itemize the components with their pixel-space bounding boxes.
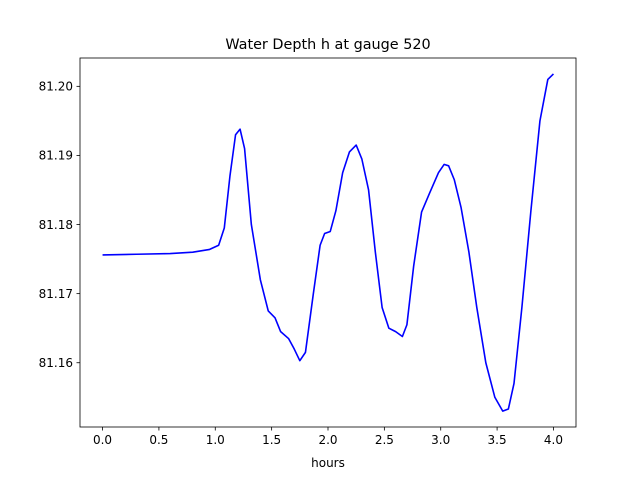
plot-area: 0.0 0.5 1.0 1.5 2.0 2.5 3.0 3.5 4.0 81.16 81.17 81.… (39, 57, 577, 447)
x-tick-label: 2.5 (375, 433, 394, 447)
y-tick-label: 81.18 (39, 218, 73, 232)
x-tick-label: 3.5 (488, 433, 507, 447)
y-tick-label: 81.17 (39, 287, 73, 301)
x-tick-label: 2.0 (318, 433, 337, 447)
x-tick-label: 4.0 (544, 433, 563, 447)
chart-title: Water Depth h at gauge 520 (225, 37, 430, 53)
axes-frame (79, 57, 577, 428)
x-axis-label: hours (311, 456, 345, 470)
y-tick-label: 81.16 (39, 356, 73, 370)
series-line-0 (102, 73, 555, 412)
y-tick-label: 81.20 (39, 80, 73, 94)
x-tick-label: 0.0 (93, 433, 112, 447)
x-tick-label: 0.5 (149, 433, 168, 447)
y-tick-label: 81.19 (39, 149, 73, 163)
x-tick-label: 3.0 (431, 433, 450, 447)
x-tick-label: 1.0 (206, 433, 225, 447)
x-tick-label: 1.5 (262, 433, 281, 447)
